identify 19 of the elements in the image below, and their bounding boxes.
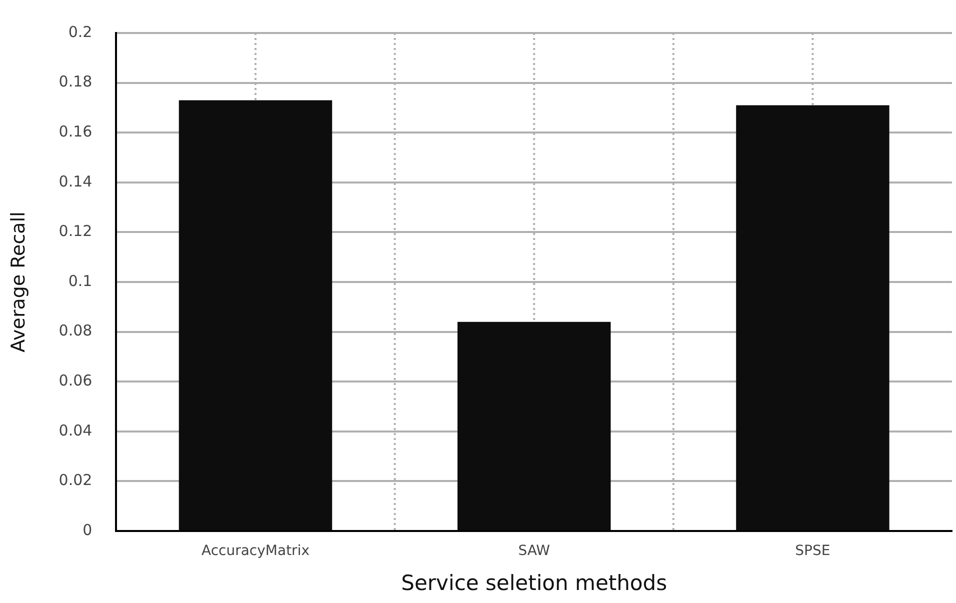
y-tick-label: 0.02: [58, 471, 92, 490]
y-tick-label: 0.14: [58, 172, 92, 190]
bar: [178, 100, 332, 530]
x-tick-label: SPSE: [795, 543, 830, 560]
y-axis-title: Average Recall: [7, 212, 30, 352]
x-tick-label: AccuracyMatrix: [202, 543, 310, 560]
y-tick-label: 0: [82, 520, 92, 539]
y-tick-label: 0.04: [58, 421, 92, 440]
y-tick-label: 0.18: [58, 72, 92, 91]
bar: [736, 105, 890, 530]
bar: [457, 322, 611, 530]
y-tick-label: 0.2: [68, 22, 92, 41]
y-tick-label: 0.12: [58, 222, 92, 240]
y-tick-label: 0.06: [58, 371, 92, 390]
x-tick-label: SAW: [518, 543, 550, 560]
y-tick-label: 0.1: [68, 272, 92, 290]
x-axis-title: Service seletion methods: [401, 570, 668, 595]
y-tick-label: 0.08: [58, 322, 92, 340]
y-tick-label: 0.16: [58, 122, 92, 140]
